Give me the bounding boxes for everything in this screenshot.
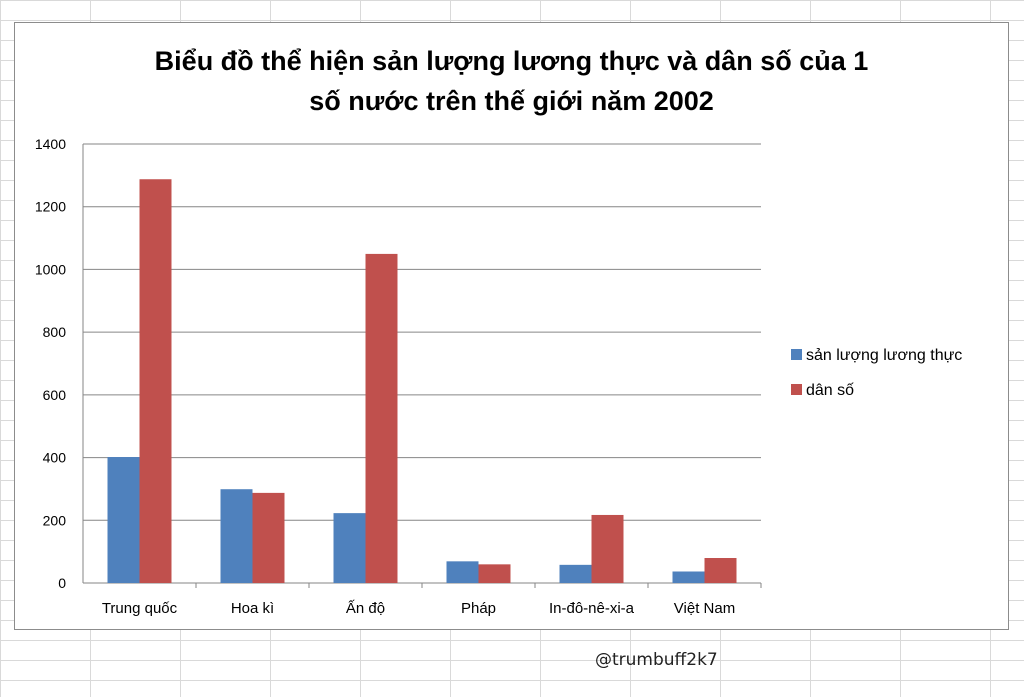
- chart-area: Biểu đồ thể hiện sản lượng lương thực và…: [14, 22, 1009, 630]
- bar-population-4: [591, 514, 624, 583]
- bar-population-0: [139, 179, 172, 583]
- bar-food-output-1: [220, 489, 253, 583]
- bar-food-output-3: [446, 561, 479, 583]
- x-tick-label: Hoa kì: [231, 600, 274, 617]
- legend-label-1: dân số: [806, 382, 854, 399]
- chart-title-line-2: số nước trên thế giới năm 2002: [309, 86, 714, 116]
- bar-food-output-2: [333, 513, 366, 583]
- bar-population-2: [365, 253, 398, 583]
- y-tick-label: 0: [58, 575, 66, 591]
- y-tick-label: 200: [43, 512, 67, 528]
- legend-label-0: sản lượng lương thực: [806, 347, 962, 364]
- bar-chart: 0 200 400 600 800 1000 1200 1400 Trung quốc Hoa k…: [35, 136, 962, 617]
- watermark-text: @trumbuff2k7: [595, 650, 718, 670]
- y-tick-label: 800: [43, 324, 67, 340]
- y-tick-label: 1200: [35, 199, 66, 215]
- y-tick-label: 600: [43, 387, 67, 403]
- x-tick-label: Ấn độ: [346, 600, 385, 617]
- x-tick-label: Việt Nam: [674, 600, 735, 617]
- bar-food-output-5: [672, 571, 705, 583]
- bar-population-5: [704, 558, 737, 583]
- chart-title: Biểu đồ thể hiện sản lượng lương thực và…: [15, 41, 1008, 121]
- x-tick-label: Pháp: [461, 600, 496, 617]
- bar-population-1: [252, 492, 285, 583]
- bar-food-output-4: [559, 564, 592, 583]
- x-tick-label: Trung quốc: [102, 600, 178, 617]
- legend-swatch-0: [791, 349, 802, 360]
- y-tick-label: 1000: [35, 261, 66, 277]
- y-tick-label: 400: [43, 450, 67, 466]
- y-tick-label: 1400: [35, 136, 66, 152]
- bar-food-output-0: [107, 457, 140, 583]
- chart-title-line-1: Biểu đồ thể hiện sản lượng lương thực và…: [154, 46, 869, 76]
- legend-swatch-1: [791, 384, 802, 395]
- bar-population-3: [478, 564, 511, 583]
- x-tick-label: In-đô-nê-xi-a: [549, 600, 635, 617]
